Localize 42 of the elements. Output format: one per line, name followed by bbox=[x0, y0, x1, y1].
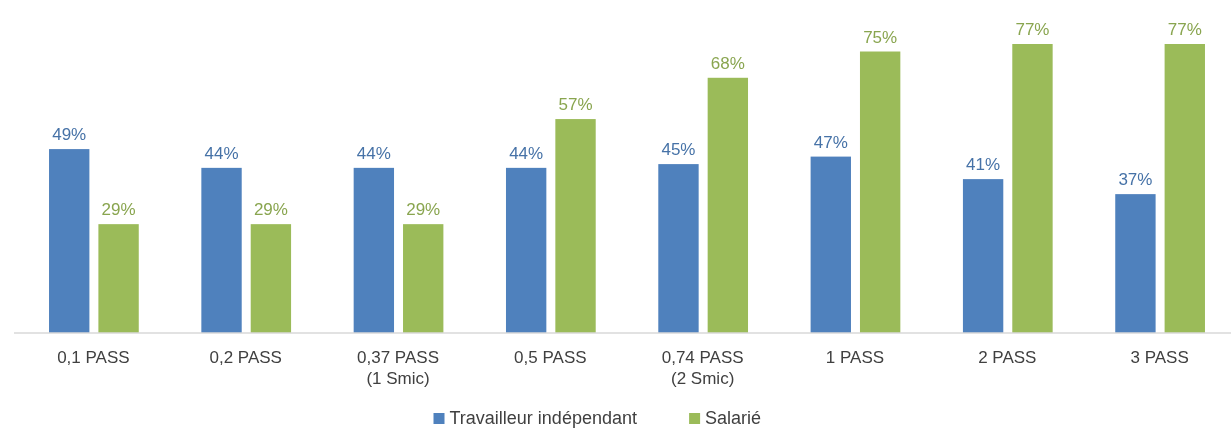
data-label: 37% bbox=[1118, 170, 1153, 190]
data-label: 57% bbox=[558, 95, 593, 115]
data-label: 47% bbox=[813, 132, 848, 152]
data-label: 29% bbox=[101, 200, 136, 220]
bar bbox=[658, 164, 699, 333]
x-tick-label: 3 PASS bbox=[1130, 348, 1189, 367]
x-tick-label: 0,2 PASS bbox=[209, 348, 282, 367]
bar bbox=[49, 149, 90, 333]
bar bbox=[707, 77, 749, 333]
bar bbox=[250, 224, 292, 333]
x-tick-label: 1 PASS bbox=[825, 348, 885, 367]
bar bbox=[505, 167, 547, 333]
bar bbox=[353, 167, 395, 333]
data-label: 44% bbox=[204, 143, 239, 163]
data-label: 29% bbox=[406, 200, 441, 220]
data-label: 29% bbox=[253, 200, 288, 220]
bar bbox=[962, 179, 1004, 333]
x-tick-label: 0,74 PASS (2 Smic) bbox=[661, 348, 744, 388]
bar bbox=[1164, 44, 1205, 333]
bar bbox=[201, 167, 242, 333]
data-label: 45% bbox=[661, 140, 696, 160]
bar bbox=[859, 51, 901, 333]
bar bbox=[1012, 44, 1053, 333]
bar bbox=[555, 119, 596, 333]
bar bbox=[403, 224, 444, 333]
data-label: 49% bbox=[52, 125, 87, 145]
legend-label: Salarié bbox=[705, 408, 762, 428]
bar bbox=[98, 224, 139, 333]
data-label: 68% bbox=[710, 53, 745, 73]
x-tick-label: 0,37 PASS (1 Smic) bbox=[357, 348, 439, 388]
data-label: 77% bbox=[1167, 20, 1202, 39]
data-label: 41% bbox=[966, 155, 1001, 175]
legend-label: Travailleur indépendant bbox=[449, 408, 637, 428]
x-tick-label: 0,1 PASS bbox=[57, 348, 130, 367]
data-label: 77% bbox=[1015, 20, 1050, 39]
x-tick-label: 0,5 PASS bbox=[514, 348, 587, 367]
bar bbox=[810, 156, 851, 333]
x-tick-label: 2 PASS bbox=[978, 348, 1037, 367]
bar bbox=[1115, 194, 1156, 333]
data-label: 75% bbox=[863, 27, 898, 47]
data-label: 44% bbox=[509, 143, 544, 163]
data-label: 44% bbox=[356, 143, 391, 163]
